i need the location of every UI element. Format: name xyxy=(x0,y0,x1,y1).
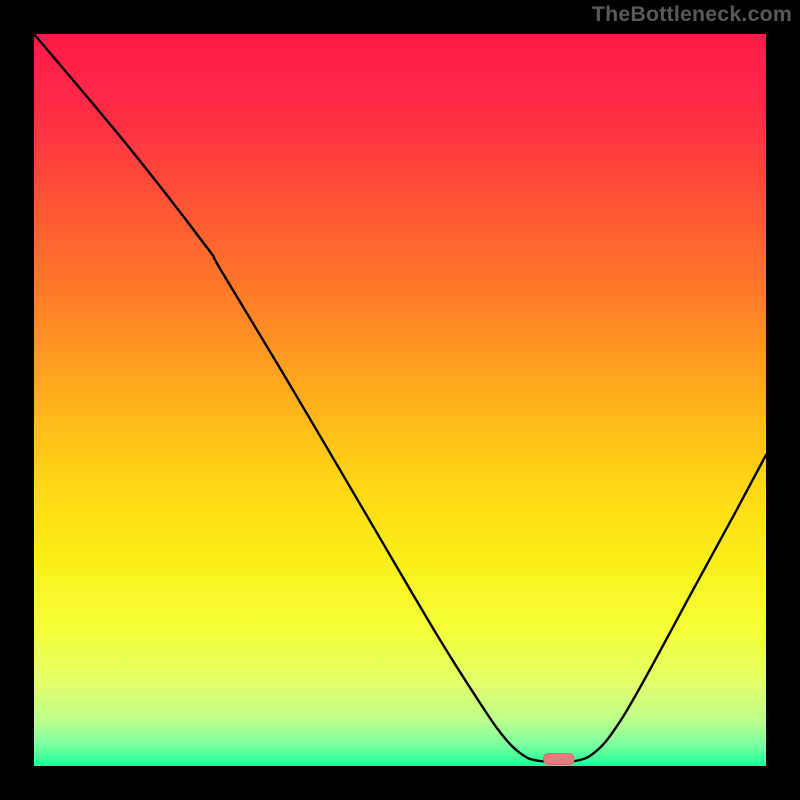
watermark-text: TheBottleneck.com xyxy=(592,2,792,27)
optimal-marker xyxy=(543,754,574,765)
bottleneck-chart: TheBottleneck.com xyxy=(0,0,800,800)
chart-svg xyxy=(0,0,800,800)
